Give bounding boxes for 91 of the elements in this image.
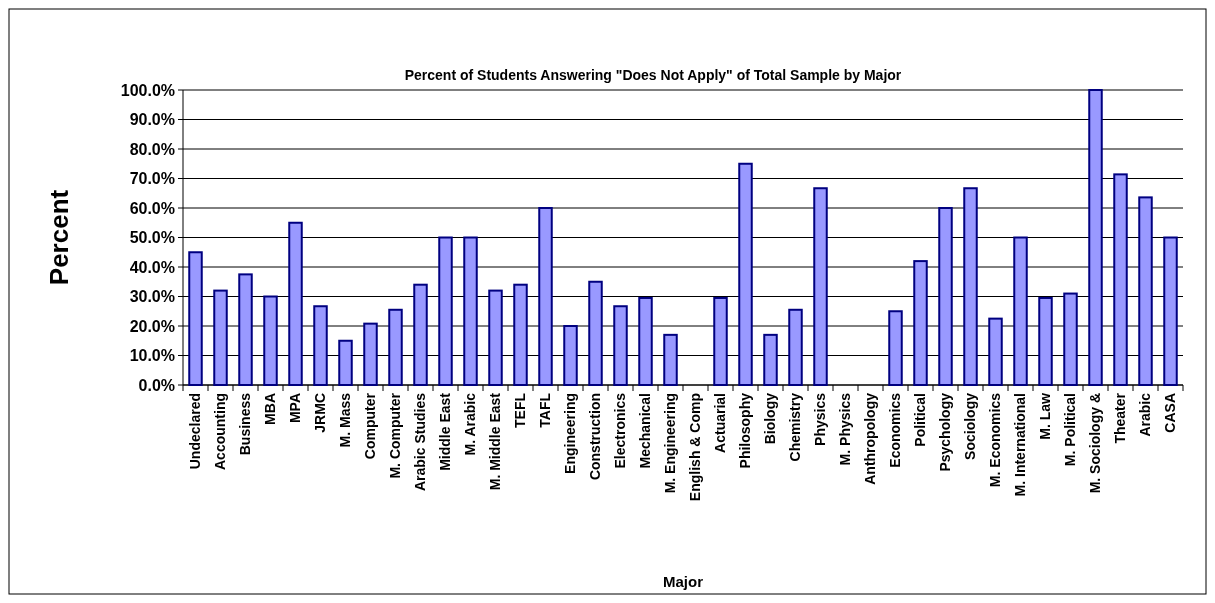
bar <box>563 325 578 386</box>
x-tick-label: M. Sociology & <box>1087 393 1104 494</box>
x-tick-label: Theater <box>1112 392 1129 444</box>
bar <box>438 236 453 386</box>
x-tick-label: Middle East <box>437 392 454 471</box>
x-tick-label: Business <box>237 392 254 456</box>
x-tick-label: English & Comp <box>687 393 704 502</box>
bar <box>738 162 753 386</box>
y-tick-label: 0.0% <box>138 376 175 394</box>
x-tick-label: M. Engineering <box>662 393 679 494</box>
bar <box>263 295 278 386</box>
bar <box>1138 196 1153 386</box>
bar <box>963 187 978 386</box>
x-tick-label: Political <box>912 393 929 447</box>
bar <box>1063 292 1078 386</box>
x-tick-label: Accounting <box>212 393 229 470</box>
bar <box>313 305 328 386</box>
y-tick-label: 40.0% <box>129 258 175 276</box>
x-tick-label: Economics <box>887 392 904 468</box>
chart-title: Percent of Students Answering "Does Not Apply" of Total Sample by Major <box>404 67 902 83</box>
bar <box>713 296 728 386</box>
bar <box>338 339 353 386</box>
x-tick-label: Arabic <box>1137 392 1154 437</box>
x-tick-label: Arabic Studies <box>412 392 429 492</box>
y-tick-label: 10.0% <box>129 347 175 365</box>
x-tick-label: Chemistry <box>787 392 804 462</box>
bar <box>788 308 803 386</box>
x-axis-title: Major <box>662 573 704 590</box>
x-tick-label: Actuarial <box>712 393 729 453</box>
bar <box>388 308 403 386</box>
x-tick-label: JRMC <box>312 393 329 433</box>
y-tick-label: 90.0% <box>129 111 175 129</box>
y-tick-label: 100.0% <box>120 81 175 99</box>
bar <box>538 207 553 386</box>
bar <box>488 289 503 386</box>
x-tick-label: M. Computer <box>387 392 404 479</box>
x-tick-label: MBA <box>262 393 279 425</box>
x-tick-label: Biology <box>762 392 779 445</box>
bar <box>363 322 378 386</box>
bar <box>188 251 203 386</box>
bar <box>513 283 528 386</box>
bar <box>988 317 1003 386</box>
x-tick-label: M. Mass <box>337 392 354 448</box>
bar <box>463 236 478 386</box>
x-tick-label: MPA <box>287 393 304 424</box>
x-tick-label: Mechanical <box>637 393 654 469</box>
x-tick-label: M. International <box>1012 393 1029 497</box>
x-tick-label: M. Political <box>1062 393 1079 467</box>
y-tick-label: 80.0% <box>129 140 175 158</box>
bar <box>213 289 228 386</box>
x-tick-label: M. Physics <box>837 392 854 466</box>
bar <box>613 305 628 386</box>
bar <box>1088 89 1103 386</box>
x-tick-label: TAFL <box>537 392 554 428</box>
x-tick-label: Philosophy <box>737 392 754 469</box>
bar <box>1013 236 1028 386</box>
y-tick-label: 70.0% <box>129 170 175 188</box>
x-tick-label: Undeclared <box>187 393 204 470</box>
bar <box>1163 236 1178 386</box>
x-tick-label: CASA <box>1162 393 1179 433</box>
bar <box>1038 296 1053 386</box>
bar <box>813 187 828 386</box>
bar <box>238 273 253 386</box>
bar <box>763 333 778 386</box>
x-tick-label: Psychology <box>937 392 954 472</box>
x-tick-label: Construction <box>587 393 604 481</box>
x-tick-label: Anthropology <box>862 392 879 485</box>
y-tick-label: 30.0% <box>129 288 175 306</box>
y-tick-label: 50.0% <box>129 229 175 247</box>
x-tick-label: M. Law <box>1037 392 1054 440</box>
x-tick-label: Computer <box>362 392 379 460</box>
bar <box>1113 173 1128 386</box>
x-tick-label: M. Middle East <box>487 392 504 491</box>
bar <box>638 296 653 386</box>
bar <box>888 310 903 386</box>
y-tick-label: 60.0% <box>129 199 175 217</box>
x-tick-label: Electronics <box>612 392 629 469</box>
bar <box>413 283 428 386</box>
x-tick-label: Engineering <box>562 393 579 474</box>
y-tick-label: 20.0% <box>129 317 175 335</box>
x-tick-label: M. Arabic <box>462 392 479 456</box>
bar <box>288 221 303 386</box>
bar <box>588 280 603 386</box>
y-axis-title: Percent <box>44 189 74 286</box>
bar <box>663 333 678 386</box>
bar <box>913 260 928 386</box>
x-tick-label: Physics <box>812 392 829 446</box>
x-tick-label: TEFL <box>512 392 529 428</box>
x-tick-label: M. Economics <box>987 392 1004 488</box>
x-tick-label: Sociology <box>962 392 979 460</box>
bar <box>938 207 953 386</box>
